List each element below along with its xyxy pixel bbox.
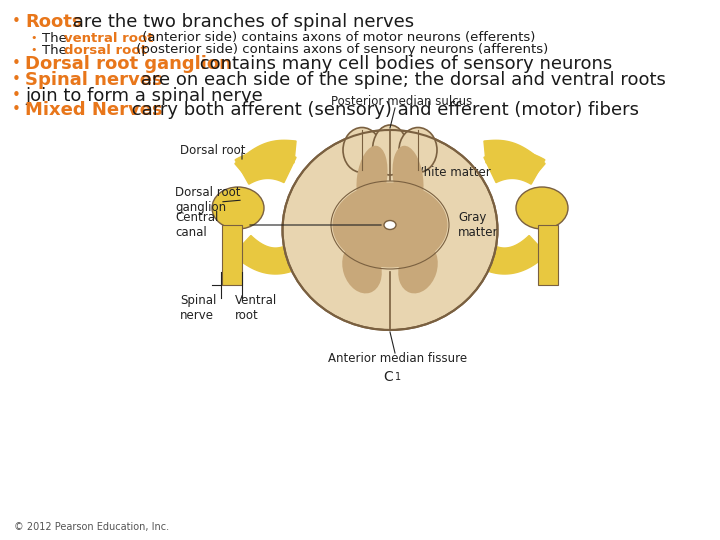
Text: •: • [30, 33, 37, 43]
Ellipse shape [356, 146, 387, 210]
Ellipse shape [516, 187, 568, 229]
Polygon shape [222, 225, 242, 285]
Ellipse shape [372, 125, 408, 175]
Ellipse shape [282, 130, 498, 330]
Text: Spinal
nerve: Spinal nerve [180, 294, 217, 322]
Text: Gray
matter: Gray matter [458, 211, 498, 239]
Polygon shape [485, 235, 547, 274]
Text: Dorsal root ganglion: Dorsal root ganglion [25, 55, 232, 73]
Text: (posterior side) contains axons of sensory neurons (afferents): (posterior side) contains axons of senso… [132, 44, 548, 57]
Ellipse shape [212, 187, 264, 229]
Ellipse shape [398, 242, 438, 293]
Ellipse shape [392, 146, 423, 210]
Polygon shape [235, 140, 296, 180]
Text: Dorsal root
ganglion: Dorsal root ganglion [175, 186, 240, 214]
Text: 1: 1 [395, 372, 401, 382]
Text: (anterior side) contains axons of motor neurons (efferents): (anterior side) contains axons of motor … [138, 31, 536, 44]
Text: Dorsal root: Dorsal root [180, 144, 246, 157]
Text: •: • [30, 45, 37, 55]
Text: ventral root: ventral root [64, 31, 153, 44]
Text: join to form a spinal nerve: join to form a spinal nerve [25, 87, 263, 105]
Ellipse shape [342, 242, 382, 293]
Text: are the two branches of spinal nerves: are the two branches of spinal nerves [67, 13, 415, 31]
Text: The: The [42, 44, 71, 57]
Text: carry both afferent (sensory) and efferent (motor) fibers: carry both afferent (sensory) and effere… [127, 101, 639, 119]
Text: Posterior median sulcus: Posterior median sulcus [331, 95, 472, 108]
Polygon shape [484, 140, 545, 180]
Text: © 2012 Pearson Education, Inc.: © 2012 Pearson Education, Inc. [14, 522, 169, 532]
Ellipse shape [343, 127, 381, 172]
Ellipse shape [333, 183, 448, 267]
Text: Anterior median fissure: Anterior median fissure [328, 352, 467, 365]
Text: Central
canal: Central canal [175, 211, 218, 239]
Ellipse shape [384, 220, 396, 230]
Text: White matter: White matter [412, 165, 491, 179]
Ellipse shape [399, 127, 437, 172]
Text: •: • [12, 72, 21, 87]
Text: •: • [12, 103, 21, 118]
Text: C: C [383, 370, 393, 384]
Text: contains many cell bodies of sensory neurons: contains many cell bodies of sensory neu… [194, 55, 612, 73]
Text: •: • [12, 15, 21, 30]
Text: Mixed Nerves: Mixed Nerves [25, 101, 163, 119]
Polygon shape [233, 235, 294, 274]
Polygon shape [538, 225, 558, 285]
Text: •: • [12, 89, 21, 104]
Text: •: • [12, 57, 21, 71]
Text: are on each side of the spine; the dorsal and ventral roots: are on each side of the spine; the dorsa… [135, 71, 666, 89]
Text: The: The [42, 31, 71, 44]
Text: dorsal root: dorsal root [64, 44, 147, 57]
Text: Roots: Roots [25, 13, 83, 31]
Text: Spinal nerves: Spinal nerves [25, 71, 163, 89]
Polygon shape [235, 151, 296, 184]
Text: Ventral
root: Ventral root [235, 294, 277, 322]
Polygon shape [484, 151, 545, 184]
